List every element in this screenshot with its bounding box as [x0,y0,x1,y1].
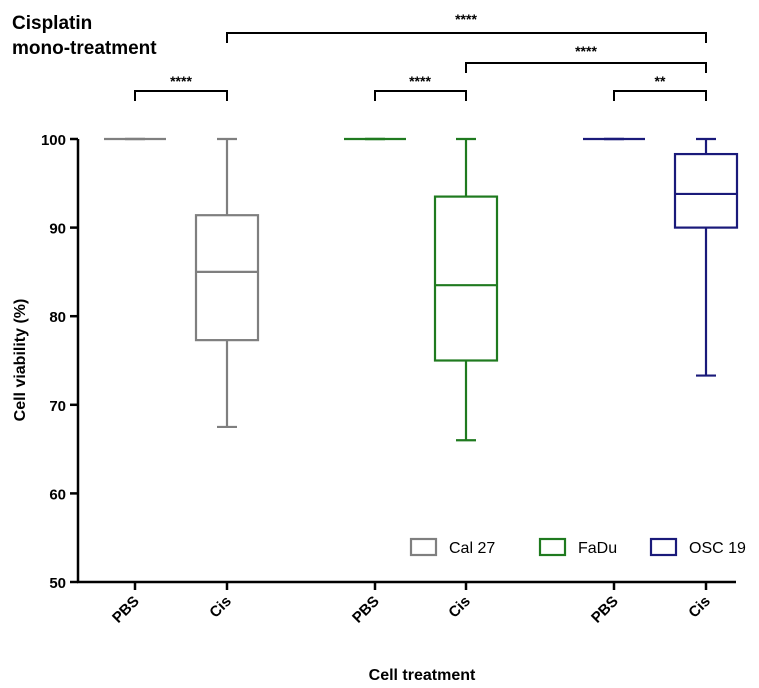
significance-label: **** [170,73,192,89]
legend-label: OSC 19 [689,540,746,557]
chart-title: Cisplatin [12,13,92,34]
significance-label: ** [655,73,666,89]
y-axis-label: Cell viability (%) [12,299,29,422]
legend-swatch [649,537,678,557]
significance-label: **** [575,43,597,59]
box [433,195,499,362]
chart-title: mono-treatment [12,38,157,59]
x-tick-label: PBS [588,593,622,627]
box [673,152,739,229]
significance-bracket [374,90,467,101]
y-tick-label: 90 [49,221,66,238]
x-tick-label: Cis [445,593,474,622]
y-tick-label: 60 [49,486,66,503]
x-tick-label: Cis [206,593,235,622]
legend-label: Cal 27 [449,540,495,557]
legend-swatch [409,537,438,557]
box [194,214,260,342]
legend-label: FaDu [578,540,617,557]
x-axis-label: Cell treatment [369,667,476,683]
legend-swatch [538,537,567,557]
significance-bracket [613,90,707,101]
significance-bracket [465,62,707,73]
y-tick-label: 80 [49,309,66,326]
y-tick-label: 70 [49,398,66,415]
y-tick-label: 50 [49,575,66,592]
significance-bracket [134,90,228,101]
significance-label: **** [455,11,477,27]
significance-bracket [226,32,707,43]
significance-label: **** [409,73,431,89]
y-tick-label: 100 [41,132,66,149]
x-tick-label: PBS [349,593,383,627]
x-tick-label: Cis [685,593,714,622]
x-tick-label: PBS [109,593,143,627]
